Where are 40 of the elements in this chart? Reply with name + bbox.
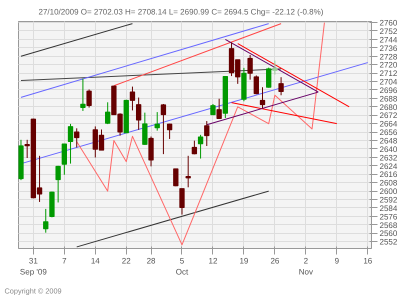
y-tick-label: 2552: [380, 238, 398, 247]
y-tick-label: 2624: [380, 162, 398, 171]
x-tick-label: 9: [334, 256, 340, 266]
y-tick-label: 2760: [380, 18, 398, 28]
y-tick-label: 2712: [380, 69, 398, 78]
y-tick-label: 2672: [380, 111, 398, 120]
y-tick-label: 2584: [380, 204, 398, 213]
y-tick-label: 2656: [380, 128, 398, 138]
x-tick-label: 26: [270, 256, 280, 266]
y-tick-label: 2696: [380, 86, 398, 95]
y-tick-label: 2640: [380, 144, 398, 154]
y-tick-label: 2600: [380, 187, 398, 196]
chart-title: 27/10/2009 O= 2702.03 H= 2708.14 L= 2690.99 C= 2694.5 Chg= -22.12 (-0.8%): [38, 8, 324, 16]
y-tick-label: 2704: [380, 78, 398, 87]
y-tick-label: 2664: [380, 120, 398, 129]
x-tick-label: 19: [239, 256, 249, 266]
y-tick-label: 2752: [380, 26, 398, 36]
x-tick-label: 2 Nov: [298, 256, 313, 276]
y-tick-label: 2648: [380, 136, 398, 146]
y-tick-label: 2560: [380, 229, 398, 238]
y-tick-label: 2592: [380, 196, 398, 205]
x-tick-label: 12: [208, 256, 218, 266]
y-tick-label: 2728: [380, 52, 398, 62]
x-tick-label: 31 Sep '09: [20, 256, 48, 276]
y-tick-label: 2632: [380, 153, 398, 162]
y-tick-label: 2608: [380, 178, 398, 188]
y-tick-label: 2568: [380, 220, 398, 230]
x-tick-label: 16: [363, 256, 373, 266]
x-tick-label: 7: [62, 256, 68, 266]
y-tick-label: 2744: [380, 35, 398, 44]
x-tick-label: 14: [90, 256, 100, 266]
y-tick-label: 2720: [380, 60, 398, 70]
y-tick-label: 2680: [380, 102, 398, 112]
x-tick-label: 28: [146, 256, 156, 266]
y-tick-label: 2576: [380, 212, 398, 222]
y-tick-label: 2688: [380, 94, 398, 104]
x-tick-label: 5 Oct: [176, 256, 189, 276]
y-tick-label: 2736: [380, 44, 398, 53]
y-tick-label: 2616: [380, 170, 398, 180]
x-tick-label: 22: [122, 256, 132, 266]
